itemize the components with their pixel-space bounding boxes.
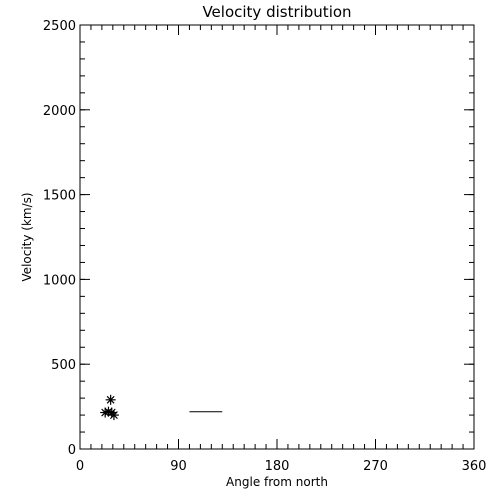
x-tick-label: 180 [265,459,290,474]
y-tick-label: 2500 [43,19,76,34]
data-point [108,410,119,421]
y-tick-label: 1000 [43,273,76,288]
x-tick-label: 270 [363,459,388,474]
y-axis-title: Velocity (km/s) [20,192,34,281]
x-tick-label: 360 [462,459,487,474]
y-tick-label: 0 [68,443,76,458]
x-axis-title: Angle from north [226,475,328,489]
x-tick-label: 0 [76,459,84,474]
y-tick-label: 2000 [43,104,76,119]
y-tick-label: 1500 [43,189,76,204]
plot-frame [79,24,475,450]
plot-marks [100,394,223,421]
plot-axes: 0 90 180 270 360 0 500 1000 1500 2000 2500 [43,19,487,474]
x-tick-label: 90 [170,459,187,474]
data-point [105,394,116,405]
chart-title: Velocity distribution [202,3,351,21]
y-tick-label: 500 [51,358,76,373]
